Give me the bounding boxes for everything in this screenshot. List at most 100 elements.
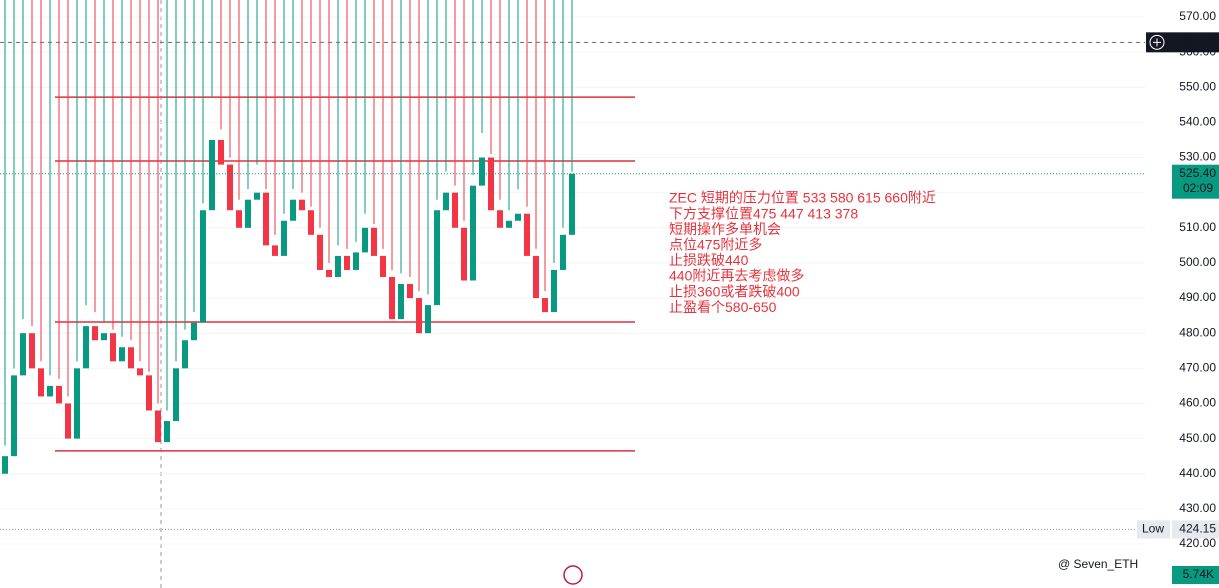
low-value: 424.15 [1179,522,1216,536]
lightning-icon [563,565,583,585]
candle-body [380,255,386,277]
y-tick-label: 540.00 [1179,115,1216,129]
candle-body [389,276,395,320]
crosshair-price-box [1146,32,1219,53]
y-tick-label: 470.00 [1179,361,1216,375]
candle-body [434,210,440,306]
candle-body [506,220,512,228]
candle-body [245,199,251,228]
candle-body [110,333,116,362]
candle-body [479,157,485,186]
y-tick-label: 480.00 [1179,325,1216,339]
candle-body [551,269,557,313]
candle-body [137,368,143,376]
candle-body [236,210,242,228]
volume-box [1172,566,1219,584]
candle-body [155,410,161,443]
candle-body [191,322,197,341]
candle-body [470,185,476,281]
candle-body [308,210,314,235]
candle-body [335,255,341,277]
candle-body [452,192,458,228]
y-tick-label: 550.00 [1179,79,1216,93]
candle-body [254,192,260,200]
y-tick-label: 500.00 [1179,255,1216,269]
candle-body [560,234,566,270]
candle-body [65,403,71,439]
candle-body [362,227,368,253]
watermark: @ Seven_ETH [1058,557,1138,571]
candle-body [146,375,152,411]
candle-body [74,368,80,439]
y-tick-label: 440.00 [1179,466,1216,480]
candle-body [290,199,296,221]
candle-body [443,192,449,211]
y-tick-label: 420.00 [1179,536,1216,550]
crosshair-price-label: 562.79 [1179,35,1216,49]
plus-icon [1149,34,1165,50]
candle-body [461,227,467,281]
y-tick-label: 570.00 [1179,9,1216,23]
candle-body [569,173,575,235]
y-tick-label: 530.00 [1179,150,1216,164]
candle-body [119,347,125,362]
y-tick-label: 430.00 [1179,501,1216,515]
candle-body [92,326,98,341]
volume-label: 5.74K [1183,567,1214,581]
candle-body [128,347,134,369]
candle-body [227,164,233,211]
annotation-line: 点位475附近多 [669,237,762,253]
annotation-line: 止损跌破440 [669,252,749,268]
candle-body [515,213,521,221]
y-tick-label: 510.00 [1179,220,1216,234]
candle-body [182,340,188,369]
y-tick-label: 490.00 [1179,290,1216,304]
y-tick-label: 460.00 [1179,396,1216,410]
candle-body [407,284,413,299]
candle-body [101,333,107,341]
candle-body [398,284,404,320]
candle-body [416,298,422,334]
candle-body [272,245,278,256]
annotation-line: ZEC 短期的压力位置 533 580 615 660附近 [669,190,936,206]
low-value-box [1172,520,1219,539]
low-name: Low [1142,522,1164,536]
candle-body [488,157,494,211]
candle-body [38,368,44,397]
candle-body [542,298,548,313]
candle-body [497,210,503,228]
candle-body [353,252,359,270]
annotation-line: 止盈看个580-650 [669,299,777,315]
candle-body [209,139,215,211]
candle-body [263,192,269,246]
last-price-box [1172,164,1219,199]
candle-body [218,139,224,165]
candle-body [2,456,8,474]
annotation-line: 440附近再去考虑做多 [669,268,804,284]
candle-body [533,255,539,299]
candle-body [524,213,530,256]
candle-body [200,210,206,323]
plus-icon [1153,38,1161,47]
countdown: 02:09 [1183,181,1213,195]
last-price-label: 525.40 [1179,166,1216,180]
low-name-box [1137,520,1170,539]
candle-body [317,234,323,270]
candle-body [11,375,17,457]
candle-body [299,199,305,211]
candle-body [425,305,431,334]
candle-body [56,385,62,404]
annotation-line: 止损360或者跌破400 [669,283,800,299]
y-tick-label: 450.00 [1179,431,1216,445]
candle-body [20,333,26,376]
annotation-line: 下方支撑位置475 447 413 378 [669,205,858,221]
candle-body [326,269,332,277]
candle-body [281,220,287,256]
candle-body [29,333,35,369]
candle-body [173,368,179,422]
candle-body [371,227,377,256]
candle-body [164,421,170,443]
candle-body [83,326,89,369]
annotation-line: 短期操作多单机会 [669,221,781,237]
